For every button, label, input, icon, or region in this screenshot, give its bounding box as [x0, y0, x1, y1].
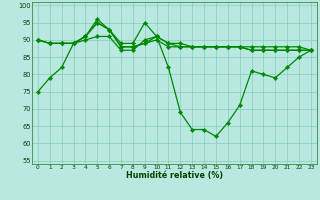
- X-axis label: Humidité relative (%): Humidité relative (%): [126, 171, 223, 180]
